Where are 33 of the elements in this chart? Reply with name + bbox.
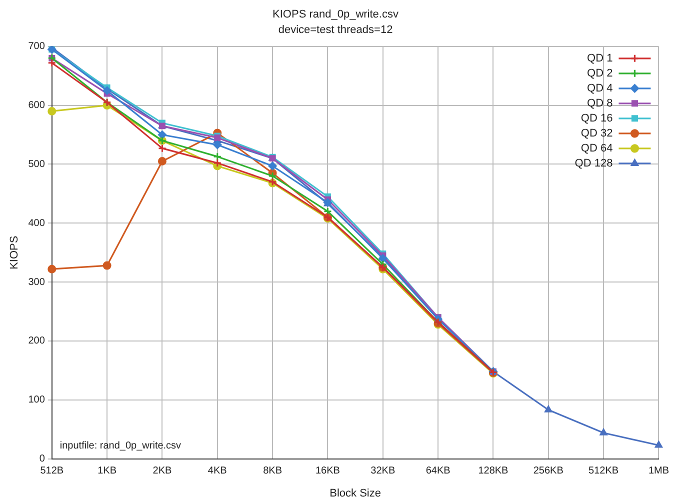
annotation: inputfile: rand_0p_write.csv <box>60 440 182 452</box>
legend-label: QD 8 <box>587 97 613 110</box>
legend-label: QD 128 <box>574 157 613 170</box>
chart-title: KIOPS rand_0p_write.csv <box>272 8 399 21</box>
y-tick-label: 400 <box>28 218 46 229</box>
x-tick-label: 2KB <box>152 466 172 477</box>
y-tick-label: 200 <box>28 336 46 347</box>
y-tick-label: 300 <box>28 276 46 288</box>
x-axis-title: Block Size <box>330 487 381 500</box>
x-tick-label: 4KB <box>208 466 228 477</box>
y-axis-title: KIOPS <box>8 236 21 270</box>
legend-label: QD 1 <box>587 52 613 64</box>
x-tick-label: 128KB <box>478 466 509 477</box>
x-tick-label: 1MB <box>648 466 670 477</box>
x-tick-label: 32KB <box>370 466 396 477</box>
y-tick-label: 100 <box>28 394 46 406</box>
legend-label: QD 4 <box>587 82 613 94</box>
x-tick-label: 512KB <box>588 466 619 477</box>
x-tick-label: 16KB <box>315 466 340 477</box>
y-tick-label: 700 <box>28 41 46 52</box>
x-tick-label: 512B <box>40 466 64 477</box>
legend-label: QD 64 <box>580 142 613 154</box>
legend-label: QD 2 <box>587 67 613 80</box>
y-tick-label: 500 <box>28 158 46 170</box>
legend-label: QD 32 <box>580 127 613 140</box>
x-tick-label: 256KB <box>533 466 564 477</box>
x-tick-label: 1KB <box>98 466 117 477</box>
x-tick-label: 64KB <box>426 466 451 477</box>
x-tick-label: 8KB <box>263 466 282 477</box>
y-tick-label: 600 <box>28 100 46 112</box>
y-tick-label: 0 <box>39 454 46 465</box>
legend-label: QD 16 <box>580 112 613 124</box>
chart-subtitle: device=test threads=12 <box>278 24 393 36</box>
